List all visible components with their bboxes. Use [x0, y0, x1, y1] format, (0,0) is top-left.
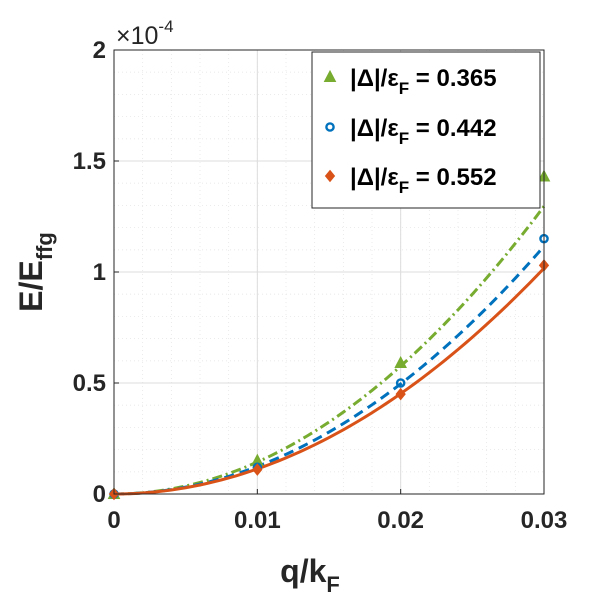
x-tick-label: 0: [107, 507, 120, 534]
y-axis-label: E/Effg: [13, 232, 57, 312]
legend-label-2: |Δ|/εF = 0.442: [350, 115, 497, 148]
x-tick-label: 0.03: [521, 507, 568, 534]
y-tick-label: 0.5: [73, 370, 106, 397]
legend-entries: |Δ|/εF = 0.365 |Δ|/εF = 0.442 |Δ|/εF = 0.5…: [323, 65, 497, 197]
legend-marker-3: [324, 169, 336, 183]
x-tick-label: 0.02: [377, 507, 424, 534]
fit-curves: [113, 205, 546, 496]
legend-box: [311, 51, 541, 209]
y-tick-label: 1: [93, 259, 106, 286]
series-3-fit-line: [113, 267, 546, 496]
series-3-point: [252, 463, 263, 476]
exponent-label: ×10-4: [116, 17, 174, 50]
axis-ticks: 0 0.01 0.02 0.03 0 0.5 1 1.5 2: [73, 37, 568, 534]
legend-label-1: |Δ|/εF = 0.365: [350, 65, 497, 98]
y-tick-label: 2: [93, 37, 106, 64]
data-markers: [107, 169, 551, 501]
legend-marker-2: [325, 122, 335, 132]
series-1-fit-line: [113, 205, 546, 496]
legend: |Δ|/εF = 0.365 |Δ|/εF = 0.442 |Δ|/εF = 0.5…: [311, 51, 541, 209]
series-1-point: [394, 355, 407, 369]
series-3-point: [395, 387, 406, 401]
series-2-fit-line: [113, 245, 546, 496]
y-tick-label: 1.5: [73, 148, 106, 175]
series-2-point: [395, 378, 406, 388]
x-axis-label: q/kF: [280, 553, 340, 597]
legend-label-3: |Δ|/εF = 0.552: [350, 164, 497, 197]
legend-marker-1: [323, 69, 337, 82]
y-tick-label: 0: [93, 481, 106, 508]
x-tick-label: 0.01: [234, 507, 281, 534]
